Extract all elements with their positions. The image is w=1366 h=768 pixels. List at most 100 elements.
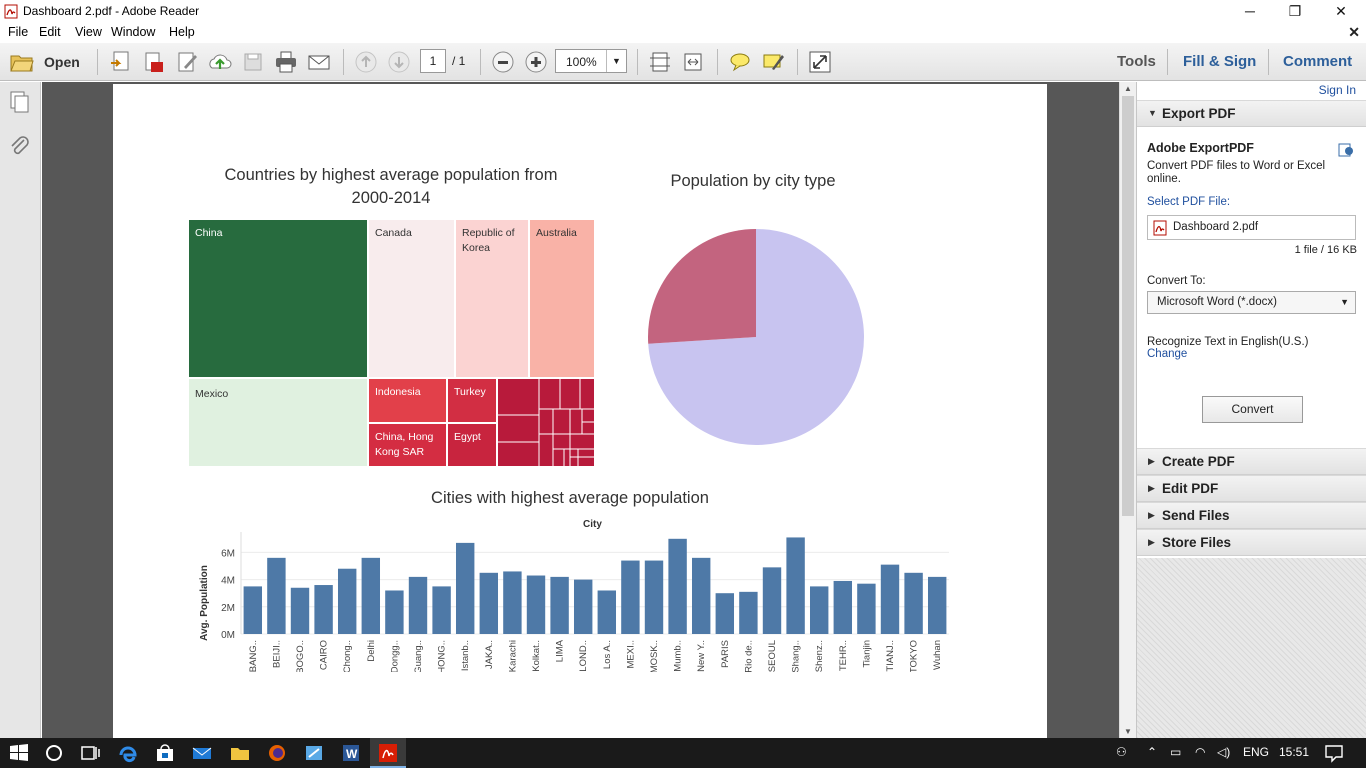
mail-icon[interactable] [191, 743, 213, 763]
bar [526, 575, 546, 634]
x-tick-label: Guang.. [413, 640, 424, 672]
wifi-icon[interactable]: ◠ [1195, 745, 1206, 759]
menu-edit[interactable]: Edit [39, 25, 61, 39]
open-button[interactable]: Open [10, 49, 90, 75]
bar [337, 568, 357, 634]
adobe-reader-task[interactable] [370, 738, 406, 768]
file-explorer-icon[interactable] [229, 743, 251, 763]
volume-icon[interactable]: ◁) [1217, 745, 1231, 759]
create-pdf-section[interactable]: ▶ Create PDF [1137, 448, 1366, 475]
chevron-down-icon[interactable]: ▼ [606, 50, 626, 72]
zoom-in-icon[interactable] [523, 49, 549, 75]
tools-tab[interactable]: Tools [1117, 53, 1156, 70]
snipping-tool-icon[interactable] [303, 743, 325, 763]
treemap-label: Indonesia [375, 386, 421, 398]
y-tick-label: 2M [221, 603, 235, 614]
x-tick-label: HONG.. [437, 640, 448, 672]
show-hidden-icons-icon[interactable]: ⌃ [1147, 745, 1158, 759]
page-number-input[interactable]: 1 [420, 49, 446, 73]
save-icon[interactable] [240, 49, 266, 75]
export-pdf-header[interactable]: ▼ Export PDF [1137, 100, 1366, 127]
treemap-cell-canada: Canada [369, 220, 454, 377]
minimize-button[interactable]: ─ [1245, 3, 1255, 19]
clock[interactable]: 15:51 [1279, 745, 1310, 759]
notifications-icon[interactable] [1323, 743, 1345, 763]
bar [361, 557, 381, 634]
scroll-up-icon[interactable]: ▲ [1124, 84, 1132, 93]
bar [715, 593, 735, 634]
battery-icon[interactable]: ▭ [1170, 745, 1182, 759]
treemap-label: Canada [375, 227, 412, 239]
treemap-cell-china: China [189, 220, 367, 377]
document-area: Countries by highest average population … [42, 82, 1119, 738]
edit-document-icon[interactable] [174, 49, 200, 75]
edge-browser-icon[interactable] [117, 743, 139, 763]
separator [480, 49, 481, 75]
firefox-icon[interactable] [266, 743, 288, 763]
vertical-scrollbar[interactable]: ▲ ▼ [1119, 82, 1136, 738]
email-icon[interactable] [306, 49, 332, 75]
treemap-cell-hong-kong: China, Hong Kong SAR [369, 424, 446, 466]
sticky-note-icon[interactable] [727, 49, 753, 75]
next-page-icon[interactable] [386, 49, 412, 75]
scroll-thumb[interactable] [1122, 96, 1134, 516]
search-icon[interactable] [43, 743, 65, 763]
x-tick-label: Dongg.. [389, 640, 400, 672]
windows-start-icon[interactable] [8, 743, 30, 763]
change-language-link[interactable]: Change [1147, 348, 1188, 360]
people-icon[interactable]: ⚇ [1116, 745, 1127, 759]
zoom-select[interactable]: 100% ▼ [555, 49, 627, 73]
menu-view[interactable]: View [75, 25, 102, 39]
bar [904, 572, 923, 634]
previous-page-icon[interactable] [353, 49, 379, 75]
combine-files-icon[interactable] [141, 49, 167, 75]
maximize-button[interactable]: ❐ [1288, 3, 1302, 19]
treemap-label: China, Hong Kong SAR [375, 431, 434, 458]
treemap-cell-egypt: Egypt [448, 424, 496, 466]
store-icon[interactable] [154, 743, 176, 763]
convert-format-select[interactable]: Microsoft Word (*.docx) ▼ [1147, 291, 1356, 314]
zoom-out-icon[interactable] [490, 49, 516, 75]
x-tick-label: Los A.. [602, 640, 613, 669]
treemap-chart: China Canada Republic of Korea Australia… [189, 220, 594, 466]
menu-file[interactable]: File [8, 25, 29, 39]
close-document-icon[interactable]: ✕ [1348, 24, 1360, 40]
store-files-section[interactable]: ▶ Store Files [1137, 529, 1366, 556]
word-icon[interactable]: W [340, 743, 362, 763]
highlight-text-icon[interactable] [760, 49, 786, 75]
chevron-right-icon: ▶ [1148, 510, 1155, 520]
close-button[interactable]: ✕ [1335, 3, 1347, 19]
attachments-icon[interactable] [8, 134, 32, 158]
scroll-down-icon[interactable]: ▼ [1124, 727, 1132, 736]
export-pdf-title: Export PDF [1162, 106, 1236, 121]
bar [314, 585, 333, 634]
selected-file-box[interactable]: Dashboard 2.pdf [1147, 215, 1356, 240]
fit-width-icon[interactable] [680, 49, 706, 75]
task-view-icon[interactable] [79, 743, 101, 763]
create-pdf-icon[interactable] [108, 49, 134, 75]
bar [432, 586, 451, 634]
x-tick-label: Shang.. [791, 640, 802, 672]
send-files-section[interactable]: ▶ Send Files [1137, 502, 1366, 529]
edit-pdf-section[interactable]: ▶ Edit PDF [1137, 475, 1366, 502]
page-thumbnails-icon[interactable] [8, 90, 32, 114]
bar [739, 591, 758, 634]
upload-icon[interactable] [207, 49, 233, 75]
menu-help[interactable]: Help [169, 25, 195, 39]
folder-icon [10, 55, 34, 72]
page-total: / 1 [452, 54, 466, 68]
sign-in-link[interactable]: Sign In [1318, 83, 1356, 97]
print-icon[interactable] [273, 49, 299, 75]
convert-button[interactable]: Convert [1202, 396, 1303, 423]
fill-sign-tab[interactable]: Fill & Sign [1183, 53, 1257, 70]
menu-window[interactable]: Window [111, 25, 156, 39]
full-screen-icon[interactable] [807, 49, 833, 75]
file-info: 1 file / 16 KB [1294, 244, 1357, 256]
fit-page-icon[interactable] [647, 49, 673, 75]
export-service-icon[interactable] [1337, 140, 1355, 158]
x-tick-label: Karachi [507, 640, 518, 672]
comment-tab[interactable]: Comment [1283, 53, 1353, 70]
treemap-cell-australia: Australia [530, 220, 594, 377]
input-language[interactable]: ENG [1243, 745, 1270, 759]
tools-pane: Sign In ▼ Export PDF Adobe ExportPDF Con… [1136, 82, 1366, 738]
